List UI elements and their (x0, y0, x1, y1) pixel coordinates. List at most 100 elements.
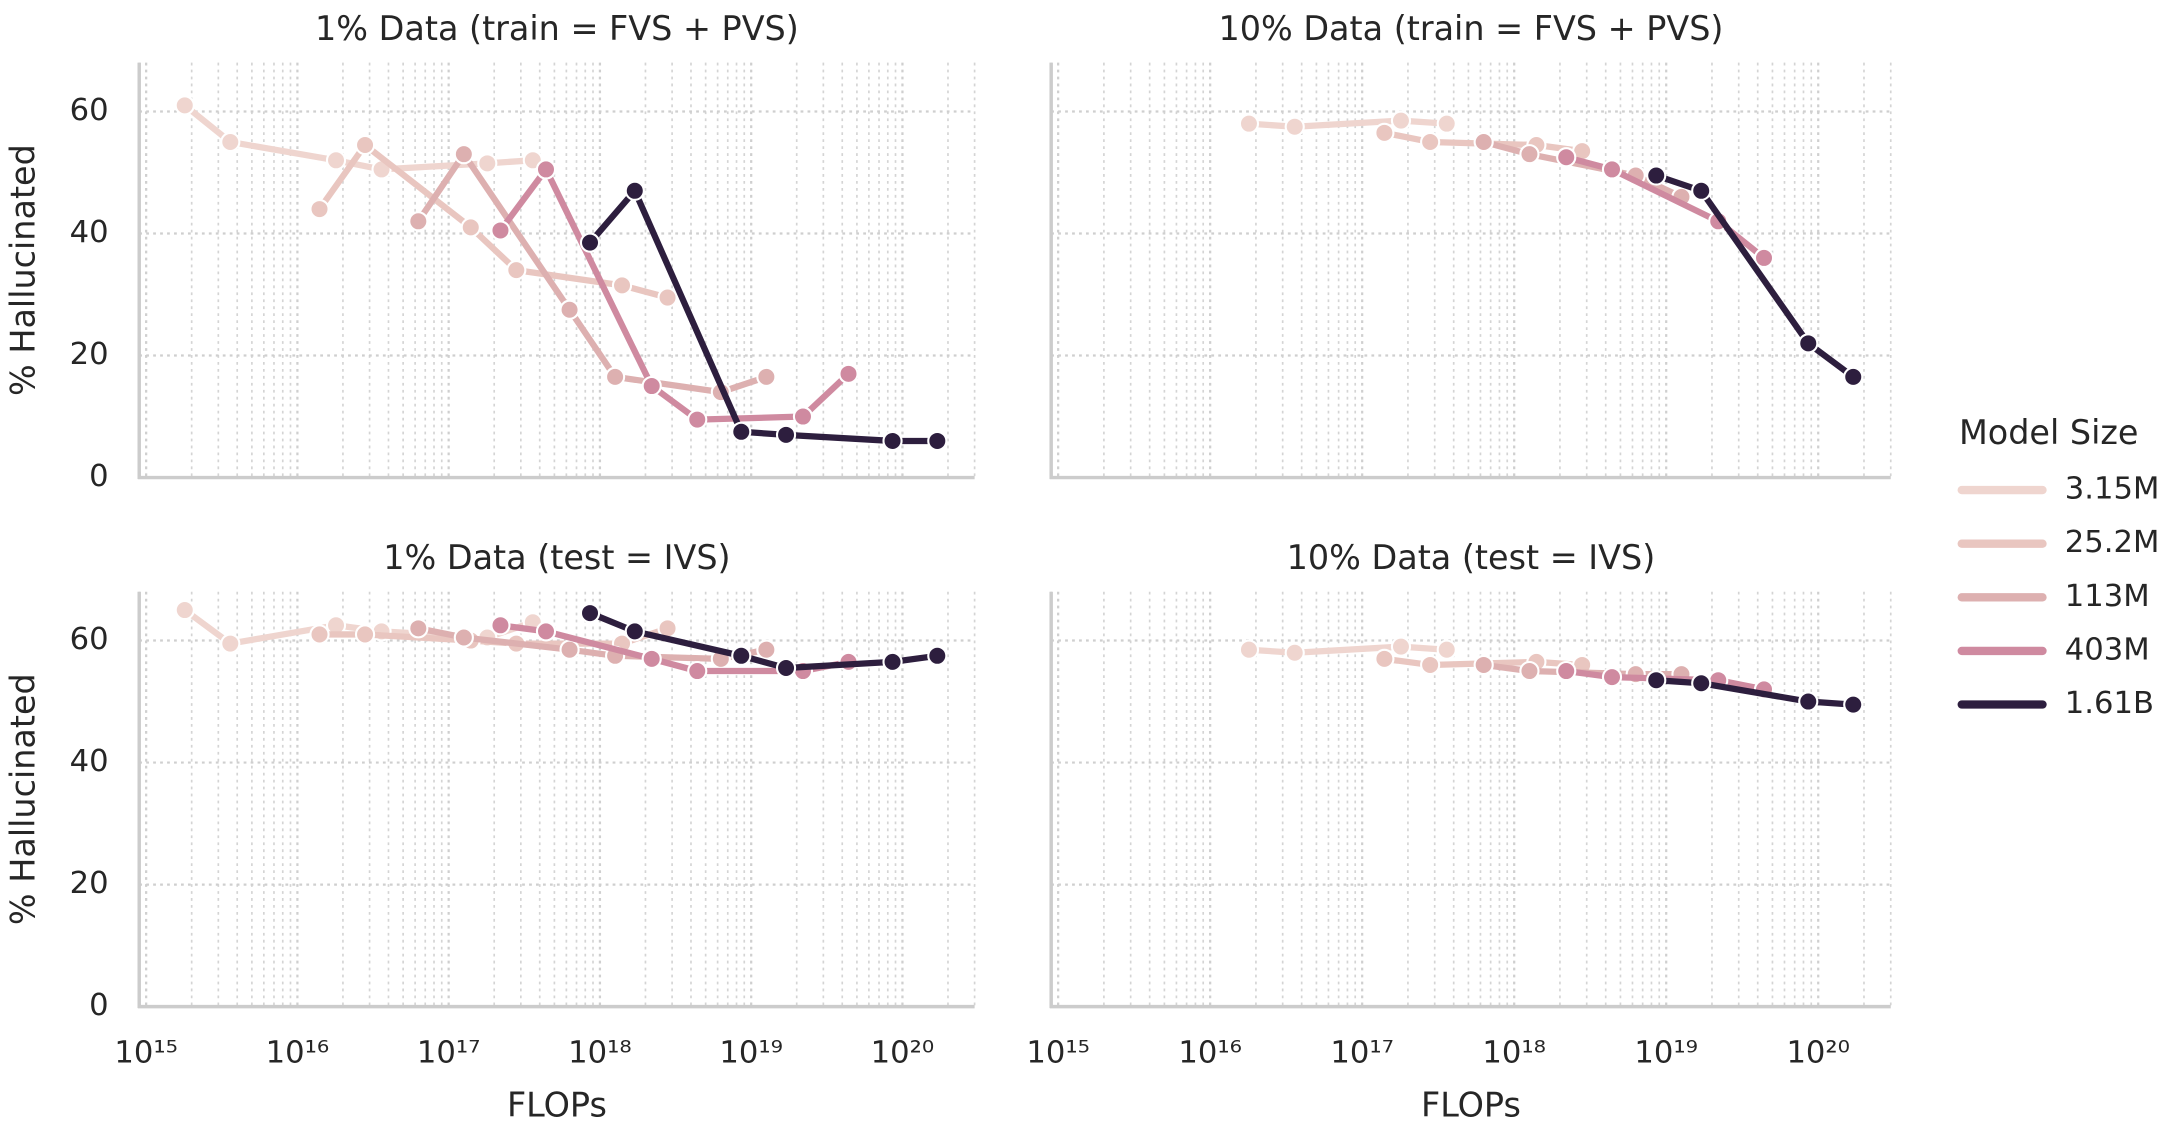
data-point (506, 260, 527, 281)
data-point (220, 633, 241, 654)
data-point (882, 430, 903, 452)
data-point (756, 639, 777, 660)
panel-title: 1% Data (train = FVS + PVS) (315, 9, 799, 48)
x-tick-label: 10¹⁸ (1482, 1035, 1546, 1070)
data-point (1390, 636, 1412, 657)
series-line (1653, 172, 1857, 381)
panel-title: 1% Data (test = IVS) (383, 538, 730, 577)
data-point (579, 602, 601, 624)
data-point (354, 134, 376, 156)
data-point (1519, 144, 1540, 165)
legend-title: Model Size (1959, 413, 2139, 452)
data-point (1473, 654, 1494, 676)
data-point (1519, 660, 1540, 682)
y-tick-label: 20 (70, 866, 109, 901)
panel: 0 20 40 60 1% Data (train = FVS + PVS) % Hall… (4, 9, 976, 494)
legend-label: 403M (2065, 632, 2150, 667)
y-axis-label: % Hallucinated (4, 144, 43, 396)
data-point (559, 639, 580, 660)
data-point (756, 366, 777, 387)
panel: 10% Data (train = FVS + PVS) (1049, 9, 1892, 480)
data-point (1238, 639, 1260, 660)
data-point (1420, 131, 1441, 153)
data-point (611, 275, 633, 296)
series-line (1653, 677, 1857, 708)
data-point (174, 599, 195, 621)
panel: 10¹⁵ 10¹⁶ 10¹⁷ 10¹⁸ 10¹⁹ 10²⁰ 0 20 40 60 1% Data (… (4, 538, 976, 1124)
data-point (641, 648, 662, 669)
x-tick-label: 10²⁰ (1786, 1035, 1850, 1070)
data-point (1798, 691, 1819, 712)
series-line (1245, 643, 1450, 656)
data-point (309, 624, 330, 645)
data-point (477, 153, 498, 174)
y-tick-label: 0 (89, 459, 109, 494)
legend-label: 113M (2065, 579, 2150, 614)
data-point (490, 220, 511, 241)
data-point (1646, 165, 1667, 186)
data-point (775, 424, 797, 445)
series-line (497, 166, 852, 423)
data-point (882, 651, 903, 672)
data-point (453, 627, 474, 648)
data-point (460, 217, 481, 238)
y-tick-label: 20 (70, 337, 109, 372)
data-point (535, 621, 557, 642)
y-axis-label: % Hallucinated (4, 673, 43, 925)
data-point (1374, 122, 1395, 143)
legend-label: 1.61B (2065, 686, 2154, 721)
y-tick-label: 40 (70, 215, 109, 250)
x-tick-label: 10¹⁸ (568, 1035, 632, 1070)
series-line (1245, 117, 1450, 130)
data-point (1374, 648, 1395, 669)
data-point (174, 95, 195, 116)
data-point (354, 624, 376, 645)
x-tick-label: 10¹⁶ (266, 1035, 330, 1070)
data-point (559, 299, 580, 320)
data-point (1601, 159, 1623, 180)
data-point (1556, 147, 1577, 168)
data-point (1843, 366, 1864, 387)
data-point (408, 618, 429, 639)
panel: 10¹⁵ 10¹⁶ 10¹⁷ 10¹⁸ 10¹⁹ 10²⁰ 10% Data (test =… (1026, 538, 1892, 1124)
data-point (792, 406, 814, 427)
x-tick-label: 10¹⁵ (1026, 1035, 1090, 1070)
x-tick-label: 10¹⁵ (114, 1035, 178, 1070)
y-tick-label: 40 (70, 744, 109, 779)
data-point (624, 621, 645, 642)
data-point (687, 660, 708, 682)
data-point (927, 645, 948, 666)
legend: Model Size 3.15M 25.2M 113M 403M 1.61B (1957, 413, 2160, 721)
data-point (220, 131, 241, 153)
data-point (731, 421, 752, 442)
x-axis-label: FLOPs (507, 1085, 607, 1124)
x-tick-label: 10¹⁹ (1634, 1035, 1698, 1070)
data-point (641, 375, 662, 397)
x-tick-label: 10²⁰ (871, 1035, 935, 1070)
data-point (1473, 131, 1494, 153)
data-point (325, 150, 347, 171)
y-tick-label: 60 (70, 93, 109, 128)
data-point (657, 287, 678, 308)
data-point (605, 366, 626, 387)
data-point (838, 363, 859, 384)
legend-label: 3.15M (2065, 472, 2160, 507)
data-point (535, 159, 557, 180)
data-point (731, 645, 752, 666)
data-point (1691, 180, 1712, 201)
data-point (1238, 113, 1260, 134)
x-tick-label: 10¹⁹ (719, 1035, 783, 1070)
data-point (1420, 654, 1441, 676)
x-tick-label: 10¹⁶ (1178, 1035, 1242, 1070)
legend-label: 25.2M (2065, 525, 2160, 560)
data-point (1691, 673, 1712, 694)
data-point (1556, 660, 1577, 682)
y-tick-label: 0 (89, 988, 109, 1023)
panel-title: 10% Data (train = FVS + PVS) (1218, 9, 1723, 48)
data-point (775, 657, 797, 679)
data-point (1390, 110, 1412, 131)
x-tick-label: 10¹⁷ (417, 1035, 481, 1070)
data-point (1601, 667, 1623, 688)
data-point (309, 198, 330, 220)
